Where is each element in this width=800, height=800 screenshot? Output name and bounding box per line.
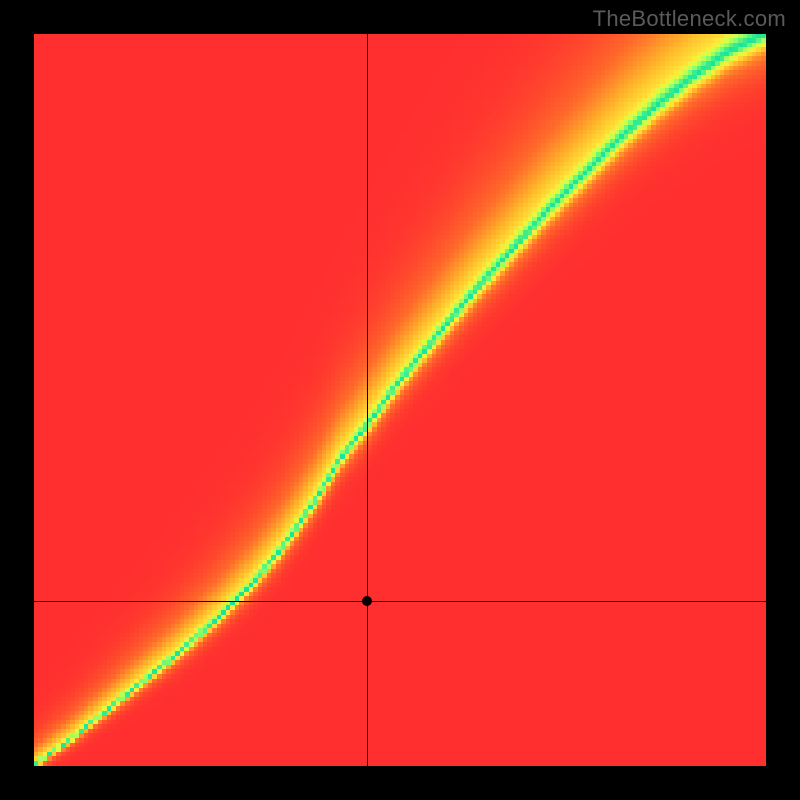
crosshair-vertical [367, 34, 368, 766]
chart-container: TheBottleneck.com [0, 0, 800, 800]
crosshair-horizontal [34, 601, 766, 602]
heatmap-canvas [34, 34, 766, 766]
plot-area [34, 34, 766, 766]
watermark-text: TheBottleneck.com [593, 6, 786, 32]
